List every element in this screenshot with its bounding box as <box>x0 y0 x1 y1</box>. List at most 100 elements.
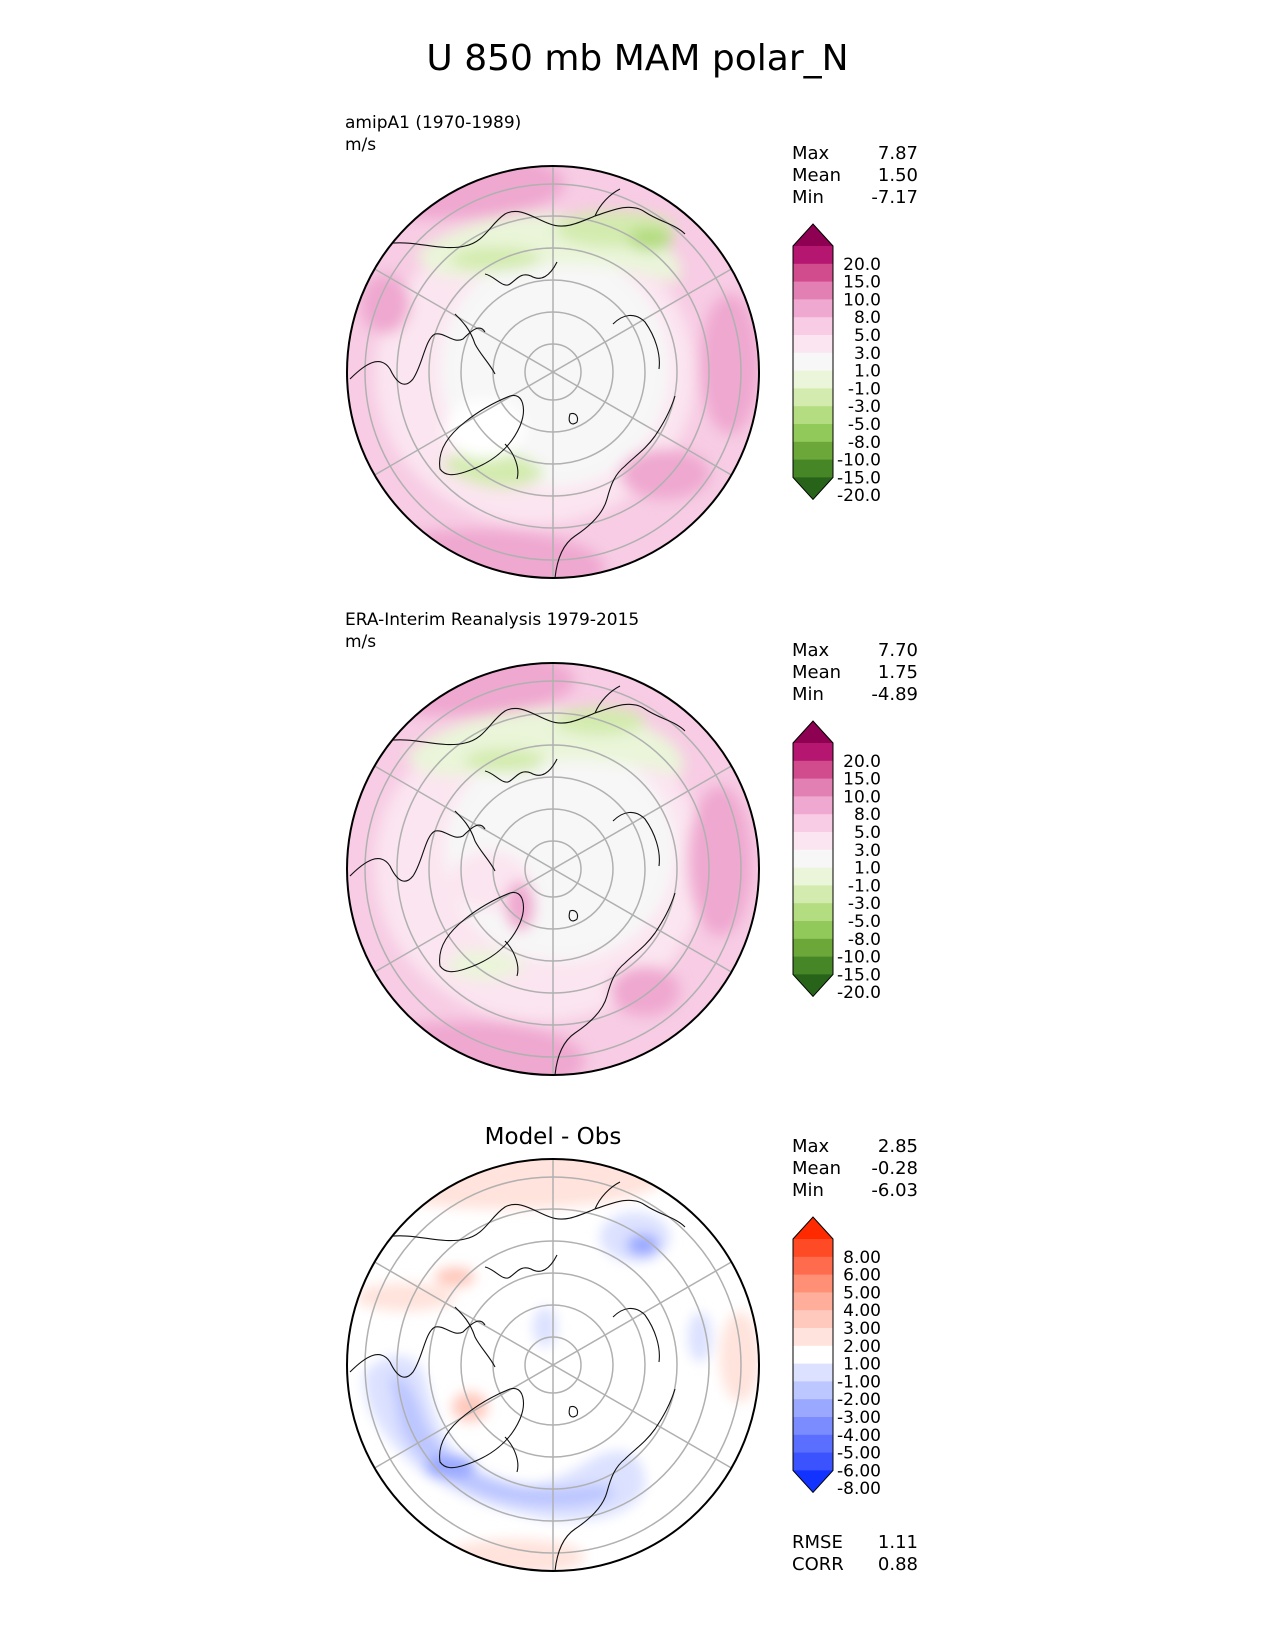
colorbar-tick-label: 3.0 <box>854 344 881 364</box>
colorbar-tick-label: -3.0 <box>848 894 881 914</box>
colorbar-segment <box>793 867 833 886</box>
colorbar-tick-label: 15.0 <box>843 770 881 790</box>
colorbar-outline <box>792 223 834 501</box>
colorbar-extend-bottom <box>793 477 833 500</box>
colorbar-tick-label: -20.0 <box>837 486 881 506</box>
colorbar-extend-top <box>793 1217 833 1239</box>
field-region <box>505 881 535 931</box>
colorbar-segment <box>793 903 833 922</box>
stat-row-max: Max 2.85 <box>792 1136 918 1158</box>
colorbar-tick-label: -2.00 <box>837 1390 881 1410</box>
colorbar-segment <box>793 1310 833 1329</box>
colorbar-segment <box>793 352 833 372</box>
stat-row-corr: CORR 0.88 <box>792 1554 918 1576</box>
colorbar-tick-label: -1.0 <box>848 876 881 896</box>
colorbar-segment <box>793 956 833 975</box>
colorbar-segment <box>793 885 833 904</box>
stat-value: -7.17 <box>871 187 918 208</box>
panel1-units: m/s <box>345 135 377 155</box>
colorbar-segment <box>793 1363 833 1382</box>
panel3-extra-stats: RMSE 1.11 CORR 0.88 <box>792 1532 918 1576</box>
colorbar-extend-top <box>793 224 833 246</box>
panel2-colorbar: 20.015.010.08.05.03.01.0-1.0-3.0-5.0-8.0… <box>792 720 881 1003</box>
colorbar-segment <box>793 459 833 478</box>
field-contours <box>347 166 759 578</box>
colorbar-segment <box>793 814 833 833</box>
panel1-colorbar: 20.015.010.08.05.03.01.0-1.0-3.0-5.0-8.0… <box>792 223 881 506</box>
stat-row-max: Max 7.87 <box>792 143 918 165</box>
stat-value: 0.88 <box>877 1554 918 1575</box>
panel1-polar-map <box>346 165 760 579</box>
field-region <box>688 1312 712 1362</box>
colorbar-segment <box>793 1345 833 1365</box>
colorbar-segment <box>793 1328 833 1347</box>
colorbar-segment <box>793 1452 833 1471</box>
panel3-difference-map <box>346 1158 760 1572</box>
colorbar-tick-label: 10.0 <box>843 787 881 807</box>
colorbar-tick-label: -3.00 <box>837 1408 881 1428</box>
panel1-stats: Max 7.87 Mean 1.50 Min -7.17 <box>792 143 918 209</box>
field-region <box>347 1021 585 1075</box>
stat-row-min: Min -7.17 <box>792 187 918 209</box>
panel2-title: ERA-Interim Reanalysis 1979-2015 <box>345 610 640 630</box>
colorbar-tick-label: 6.00 <box>843 1266 881 1286</box>
stat-value: 1.50 <box>877 165 918 186</box>
stat-label: Min <box>792 1180 824 1201</box>
panel2-polar-map <box>346 662 760 1076</box>
stat-label: Max <box>792 143 830 164</box>
colorbar-tick-label: -5.00 <box>837 1444 881 1464</box>
panel2-units: m/s <box>345 632 377 652</box>
field-region <box>627 1234 659 1256</box>
colorbar-tick-label: -10.0 <box>837 948 881 968</box>
colorbar-tick-label: -8.00 <box>837 1479 881 1499</box>
panel1-title: amipA1 (1970-1989) <box>345 113 522 133</box>
colorbar-segment <box>793 263 833 283</box>
figure-title: U 850 mb MAM polar_N <box>426 38 849 79</box>
colorbar-tick-label: 20.0 <box>843 255 881 275</box>
colorbar-tick-label: 5.0 <box>854 823 881 843</box>
colorbar-segment <box>793 281 833 300</box>
colorbar-tick-label: 2.00 <box>843 1337 881 1357</box>
field-region <box>355 1283 455 1311</box>
colorbar-segment <box>793 1239 833 1258</box>
field-region <box>720 1312 759 1402</box>
colorbar-segment <box>793 796 833 815</box>
colorbar-segment <box>793 317 833 336</box>
panel3-colorbar: 8.006.005.004.003.002.001.00-1.00-2.00-3… <box>792 1216 881 1499</box>
stat-label: Mean <box>792 662 842 683</box>
field-region <box>425 1455 475 1479</box>
map-border <box>346 662 760 1076</box>
colorbar-tick-label: 1.0 <box>854 362 881 382</box>
colorbar-tick-label: -8.0 <box>848 433 881 453</box>
field-region <box>347 1159 665 1209</box>
colorbar-segment <box>793 921 833 940</box>
colorbar-segment <box>793 441 833 461</box>
stat-label: Min <box>792 187 824 208</box>
colorbar-segment <box>793 388 833 407</box>
colorbar-tick-label: -8.0 <box>848 930 881 950</box>
colorbar-segment <box>793 1274 833 1293</box>
stat-label: Max <box>792 640 830 661</box>
stat-row-mean: Mean -0.28 <box>792 1158 918 1180</box>
colorbar-tick-label: -1.00 <box>837 1372 881 1392</box>
colorbar-segment <box>793 1256 833 1276</box>
panel3-title: Model - Obs <box>484 1124 622 1150</box>
colorbar-extend-top <box>793 721 833 743</box>
stat-value: 1.75 <box>877 662 918 683</box>
colorbar-tick-label: 3.00 <box>843 1319 881 1339</box>
colorbar-segment <box>793 1434 833 1454</box>
stat-label: Max <box>792 1136 830 1157</box>
field-region <box>445 950 525 980</box>
colorbar-tick-label: 1.0 <box>854 859 881 879</box>
stat-value: 7.70 <box>877 640 918 661</box>
field-region <box>628 227 672 251</box>
colorbar-segment <box>793 849 833 869</box>
colorbar-outline <box>792 1216 834 1494</box>
stat-label: CORR <box>792 1554 844 1575</box>
colorbar-segment <box>793 406 833 425</box>
map-border <box>346 1158 760 1572</box>
stat-value: -4.89 <box>871 684 918 705</box>
colorbar-segment <box>793 335 833 354</box>
field-region <box>347 166 565 219</box>
graticule <box>364 663 742 1075</box>
